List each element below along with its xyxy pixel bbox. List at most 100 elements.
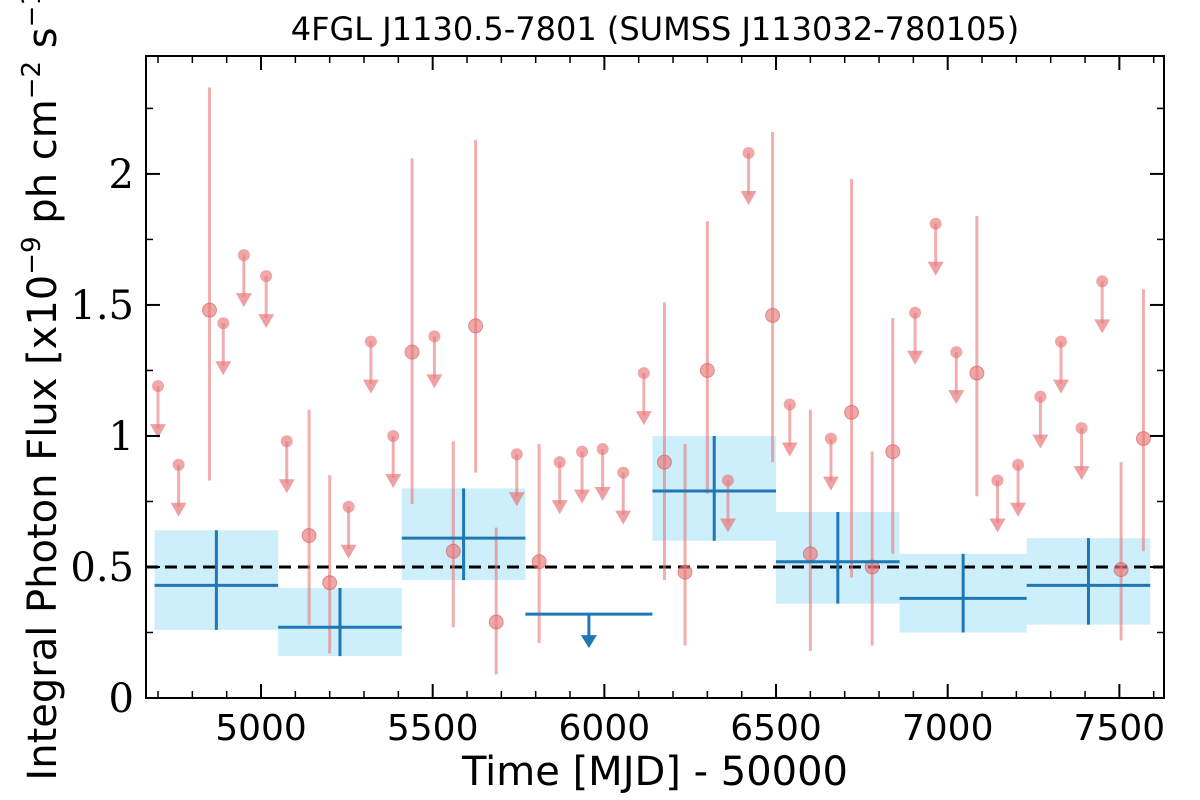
y-tick-label-3: 1.5 — [70, 283, 134, 329]
short-bin-point-5 — [468, 318, 484, 334]
short-bin-ul-point-5 — [280, 435, 293, 448]
short-bin-ul-point-22 — [950, 346, 963, 359]
short-bin-ul-point-9 — [428, 330, 441, 343]
short-bin-point-10 — [699, 362, 715, 378]
long-bin-bands — [154, 435, 1151, 657]
short-bin-ul-arrow-6 — [340, 544, 357, 559]
y-axis-ticks: 0 0.5 1 1.5 2 — [70, 107, 1164, 722]
short-bin-ul-arrow-9 — [426, 374, 443, 389]
short-bin-point-12 — [802, 546, 818, 562]
short-bin-ul-arrow-26 — [1052, 379, 1069, 394]
short-bin-ul-arrow-17 — [740, 190, 757, 205]
short-bin-ul-point-25 — [1034, 390, 1047, 403]
short-bin-ul-point-17 — [742, 146, 755, 159]
short-bin-ul-arrow-7 — [362, 379, 379, 394]
short-bin-ul-arrow-28 — [1094, 319, 1111, 334]
y-tick-label-0: 0 — [109, 676, 134, 722]
long-bin-series — [154, 435, 1151, 657]
short-bin-point-6 — [488, 614, 504, 630]
x-tick-label-4: 7000 — [902, 708, 994, 749]
x-tick-label-5: 7500 — [1074, 708, 1166, 749]
y-axis-label-exp-3: −1 — [17, 0, 47, 27]
short-bin-ul-point-2 — [217, 317, 230, 330]
short-bin-ul-point-18 — [783, 398, 796, 411]
y-axis-label-exp-2: −2 — [17, 61, 47, 99]
short-bin-ul-point-13 — [596, 443, 609, 456]
plot-frame — [145, 55, 1165, 699]
short-bin-ul-point-8 — [387, 429, 400, 442]
short-bin-point-1 — [301, 528, 317, 544]
short-bin-point-9 — [677, 564, 693, 580]
short-bin-ul-arrow-8 — [385, 473, 402, 488]
short-bin-ul-point-23 — [991, 474, 1004, 487]
short-bin-point-7 — [531, 554, 547, 570]
short-bin-ul-arrow-19 — [822, 476, 839, 491]
x-tick-label-3: 6500 — [730, 708, 822, 749]
short-bin-ul-point-19 — [824, 432, 837, 445]
short-bin-ul-arrow-3 — [235, 293, 252, 308]
short-bin-point-13 — [844, 404, 860, 420]
x-axis-label: Time [MJD] - 50000 — [461, 749, 848, 795]
y-axis-label-exp-1: −9 — [17, 236, 47, 274]
short-bin-point-16 — [969, 365, 985, 381]
x-tick-label-0: 5000 — [215, 708, 307, 749]
y-axis-label-main: Integral Photon Flux [x10 — [20, 275, 66, 781]
short-bin-ul-point-10 — [510, 448, 523, 461]
short-bin-ul-arrow-13 — [594, 487, 611, 502]
short-bin-ul-point-4 — [260, 270, 273, 283]
short-bin-ul-point-28 — [1096, 275, 1109, 288]
short-bin-point-0 — [202, 302, 218, 318]
long-bin-ul-arrow-0 — [580, 635, 597, 649]
short-bin-ul-point-24 — [1012, 458, 1025, 471]
short-bin-ul-point-3 — [237, 249, 250, 262]
y-axis-label: Integral Photon Flux [x10−9 ph cm−2 s−1] — [17, 0, 66, 781]
short-bin-ul-arrow-10 — [508, 492, 525, 507]
short-bin-point-8 — [656, 454, 672, 470]
short-bin-ul-arrow-1 — [170, 502, 187, 517]
x-tick-label-1: 5500 — [387, 708, 479, 749]
short-bin-ul-arrow-27 — [1073, 466, 1090, 481]
short-bin-ul-point-12 — [576, 445, 589, 458]
short-bin-ul-point-20 — [909, 306, 922, 319]
short-bin-ul-point-16 — [721, 474, 734, 487]
short-bin-point-18 — [1135, 431, 1151, 447]
short-bin-ul-arrow-4 — [258, 314, 275, 329]
short-bin-ul-arrow-14 — [615, 510, 632, 525]
short-bin-ul-point-26 — [1054, 335, 1067, 348]
short-bin-ul-point-11 — [553, 456, 566, 469]
short-bin-ul-arrow-25 — [1032, 434, 1049, 449]
short-bin-point-17 — [1113, 562, 1129, 578]
short-bin-ul-arrow-21 — [927, 261, 944, 276]
short-bin-point-15 — [885, 444, 901, 460]
short-bin-ul-point-7 — [364, 335, 377, 348]
short-bin-ul-arrow-18 — [781, 442, 798, 457]
y-axis-label-unit-2: s — [20, 27, 66, 61]
short-bin-ul-arrow-12 — [574, 489, 591, 504]
short-bin-ul-arrow-15 — [635, 411, 652, 426]
short-bin-ul-point-14 — [617, 466, 630, 479]
y-axis-label-unit-1: ph cm — [20, 99, 66, 236]
y-tick-label-4: 2 — [109, 152, 134, 198]
y-tick-label-2: 1 — [109, 414, 134, 460]
short-bin-ul-arrow-11 — [551, 500, 568, 515]
short-bin-ul-arrow-5 — [278, 479, 295, 494]
short-bin-ul-point-6 — [342, 500, 355, 513]
short-bin-ul-arrow-2 — [215, 361, 232, 376]
x-tick-label-2: 6000 — [559, 708, 651, 749]
chart-title: 4FGL J1130.5-7801 (SUMSS J113032-780105) — [291, 10, 1020, 48]
short-bin-ul-point-1 — [172, 458, 185, 471]
short-bin-ul-point-27 — [1075, 422, 1088, 435]
short-bin-ul-arrow-23 — [989, 518, 1006, 533]
short-bin-point-11 — [765, 307, 781, 323]
short-bin-ul-point-0 — [152, 380, 165, 393]
short-bin-ul-arrow-20 — [907, 350, 924, 365]
short-bin-point-2 — [322, 575, 338, 591]
y-tick-label-1: 0.5 — [70, 545, 134, 591]
short-bin-ul-point-15 — [637, 367, 650, 380]
short-bin-point-14 — [864, 559, 880, 575]
short-bin-ul-arrow-22 — [948, 390, 965, 405]
short-bin-series — [150, 87, 1151, 675]
x-axis-ticks: 5000 5500 6000 6500 7000 7500 — [157, 56, 1166, 749]
short-bin-ul-point-21 — [929, 217, 942, 230]
